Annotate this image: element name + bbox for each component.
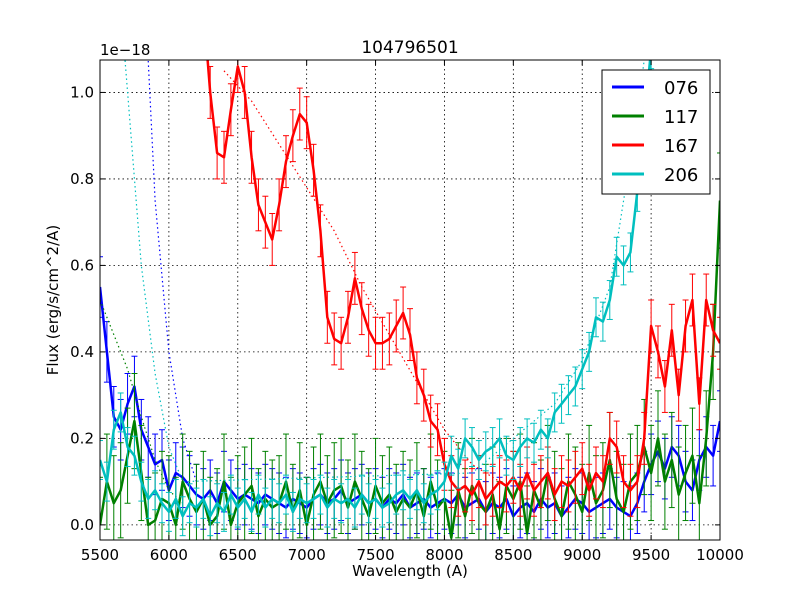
series-line-167 — [206, 60, 720, 501]
x-tick-label: 8000 — [425, 546, 463, 564]
legend: 076 117 167 206 — [601, 69, 711, 195]
x-tick-label: 10000 — [696, 546, 744, 564]
x-tick-label: 5500 — [81, 546, 119, 564]
x-tick-label: 7500 — [356, 546, 394, 564]
legend-label-206: 206 — [664, 165, 698, 186]
error-bar-117 — [100, 476, 103, 540]
y-tick-label: 0.6 — [70, 256, 94, 274]
x-tick-label: 9500 — [632, 546, 670, 564]
legend-label-076: 076 — [664, 78, 698, 99]
plot-frame — [99, 59, 721, 541]
x-tick-label: 6000 — [150, 546, 188, 564]
legend-label-117: 117 — [664, 107, 698, 128]
y-tick-label: 0.2 — [70, 429, 94, 447]
axis-ticks: 5500 6000 6500 7000 7500 8000 8500 9000 9500 1000… — [70, 60, 744, 564]
x-axis-label: Wavelength (A) — [352, 562, 468, 580]
chart-title: 104796501 — [361, 38, 458, 58]
error-bar-206 — [100, 440, 103, 480]
x-tick-label: 7000 — [288, 546, 326, 564]
y-axis-label: Flux (erg/s/cm^2/A) — [44, 225, 62, 376]
error-bar-076 — [717, 390, 720, 452]
x-tick-label: 9000 — [563, 546, 601, 564]
x-tick-label: 8500 — [494, 546, 532, 564]
y-tick-label: 0.4 — [70, 343, 94, 361]
legend-label-167: 167 — [664, 136, 698, 157]
y-tick-label: 1.0 — [70, 83, 94, 101]
plot-area — [100, 60, 720, 540]
series-line-206 — [100, 60, 652, 518]
x-tick-label: 6500 — [219, 546, 257, 564]
y-tick-label: 0.0 — [70, 516, 94, 534]
y-tick-label: 0.8 — [70, 170, 94, 188]
y-scale-label: 1e−18 — [100, 41, 150, 59]
error-bar-167 — [717, 316, 720, 370]
model-curve-206 — [124, 60, 645, 483]
